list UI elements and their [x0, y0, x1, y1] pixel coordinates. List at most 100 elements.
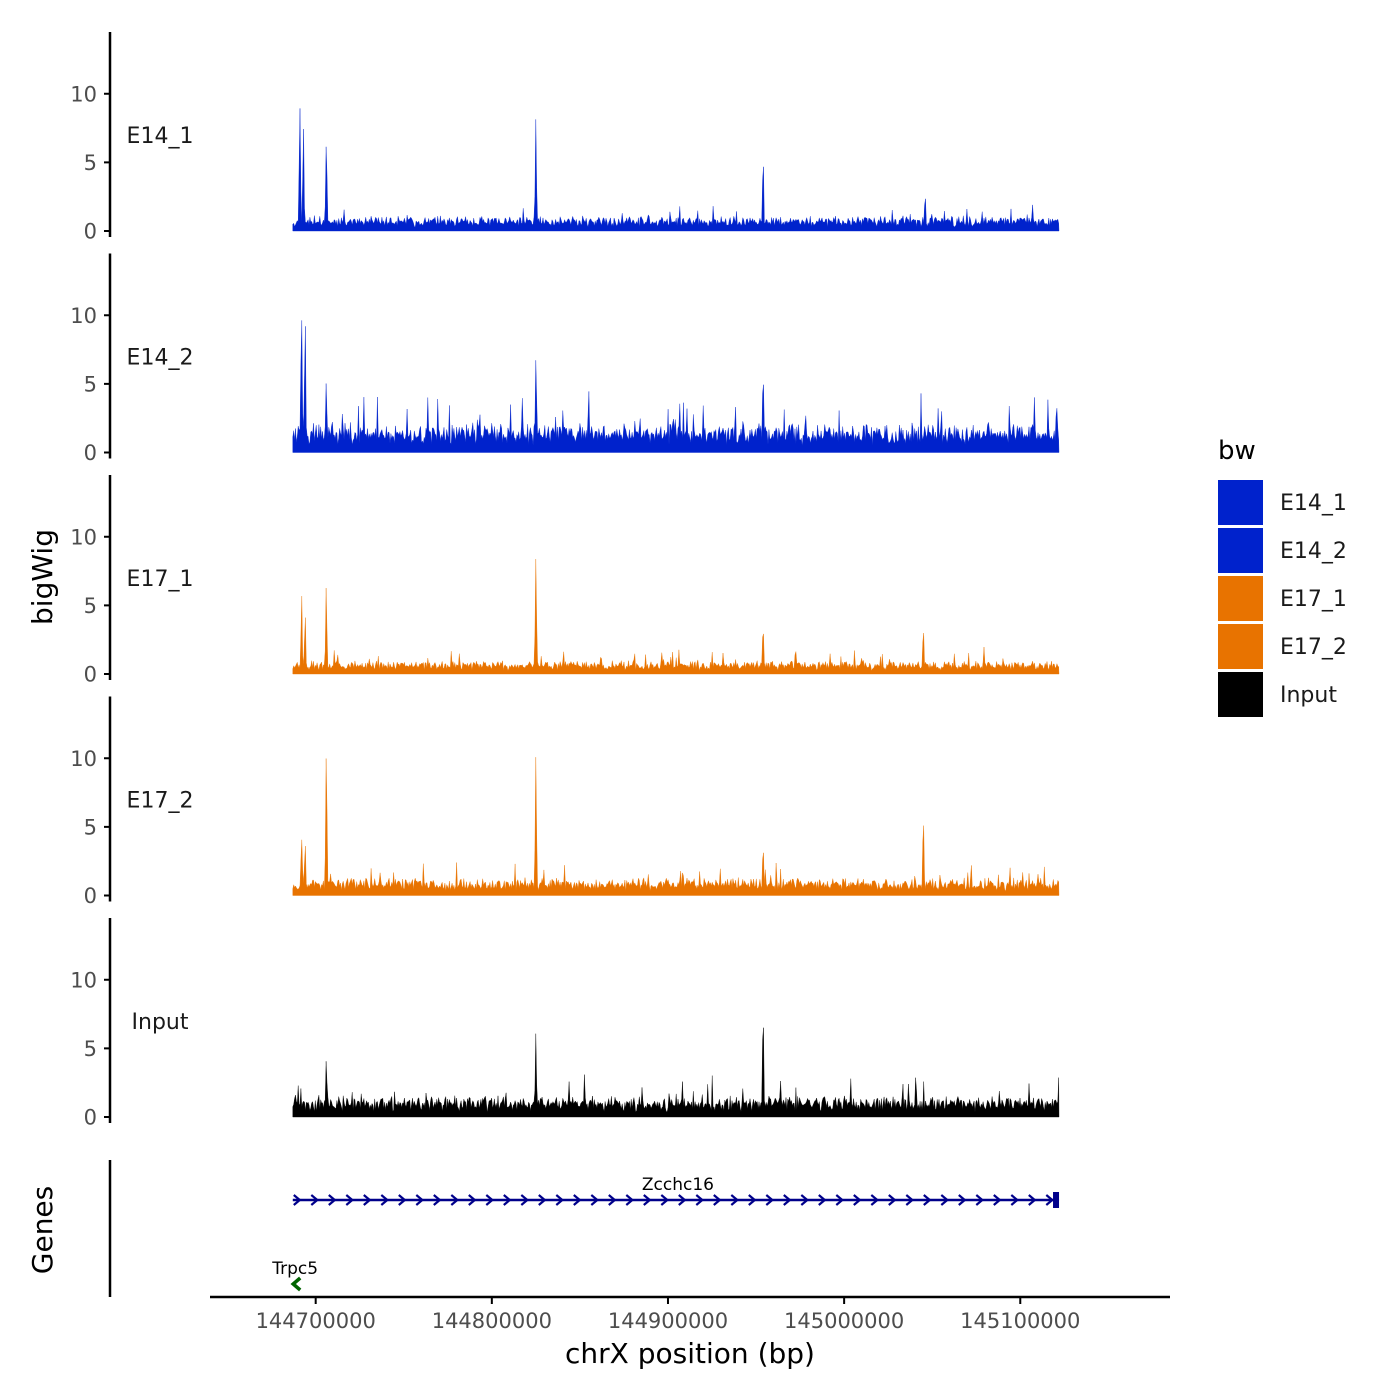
gene-exon — [1053, 1192, 1060, 1208]
x-tick-label: 144700000 — [256, 1309, 376, 1333]
strand-arrow — [905, 1194, 915, 1206]
x-tick-label: 145100000 — [960, 1309, 1080, 1333]
strand-arrow — [975, 1194, 985, 1206]
legend-item-e17_2: E17_2 — [1218, 624, 1347, 669]
legend-label: Input — [1280, 683, 1337, 708]
strand-arrow — [765, 1194, 775, 1206]
track-panel-e17_1: 0 5 10 E17_1 — [70, 475, 1060, 687]
strand-arrow — [433, 1194, 442, 1206]
strand-arrow — [958, 1194, 967, 1206]
y-tick-label: 10 — [70, 82, 97, 106]
strand-arrow — [590, 1194, 600, 1206]
gene-label: Zcchc16 — [642, 1175, 714, 1195]
x-axis-title: chrX position (bp) — [565, 1337, 815, 1370]
x-tick-label: 144900000 — [608, 1309, 728, 1333]
strand-arrow — [818, 1194, 827, 1206]
strand-arrow — [1028, 1194, 1037, 1206]
strand-arrow — [345, 1194, 355, 1206]
legend: bw E14_1 E14_2 E17_1 E17_2 Input — [1218, 436, 1347, 717]
track-panels: 0 5 10 E14_1 0 5 10 E14_2 0 5 10 E17_1 0 5 10 E17_2 0 5 10… — [70, 32, 1060, 1130]
strand-arrow — [625, 1194, 635, 1206]
x-tick-label: 144800000 — [432, 1309, 552, 1333]
strand-arrow — [1045, 1194, 1055, 1206]
strand-arrow — [503, 1194, 512, 1206]
strand-arrow — [293, 1194, 302, 1206]
y-tick-label: 5 — [84, 372, 97, 396]
track-panel-e17_2: 0 5 10 E17_2 — [70, 696, 1060, 908]
strand-arrow — [520, 1194, 530, 1206]
y-tick-label: 10 — [70, 304, 97, 328]
signal-e17_1 — [292, 559, 1060, 675]
strand-arrow — [290, 1276, 302, 1292]
strand-arrow — [415, 1194, 425, 1206]
strand-arrow — [678, 1194, 687, 1206]
track-label: E14_1 — [127, 124, 194, 149]
strand-arrow — [800, 1194, 810, 1206]
strand-arrow — [783, 1194, 792, 1206]
legend-item-e17_1: E17_1 — [1218, 576, 1347, 621]
track-label: Input — [132, 1010, 189, 1035]
strand-arrow — [555, 1194, 565, 1206]
gene-label: Trpc5 — [271, 1259, 318, 1279]
strand-arrow — [380, 1194, 390, 1206]
strand-arrow — [468, 1194, 477, 1206]
y-tick-label: 5 — [84, 594, 97, 618]
strand-arrow — [538, 1194, 547, 1206]
track-panel-input: 0 5 10 Input — [70, 918, 1060, 1130]
signal-e14_2 — [292, 320, 1060, 453]
strand-arrow — [923, 1194, 932, 1206]
strand-arrow — [748, 1194, 757, 1206]
track-label: E17_1 — [127, 567, 194, 592]
y-tick-label: 5 — [84, 1037, 97, 1061]
legend-label: E17_2 — [1280, 635, 1347, 660]
y-tick-label: 0 — [84, 220, 97, 244]
track-label: E14_2 — [127, 345, 194, 370]
strand-arrow — [608, 1194, 617, 1206]
y-tick-label: 0 — [84, 884, 97, 908]
x-tick-label: 145000000 — [784, 1309, 904, 1333]
signal-e14_1 — [292, 108, 1060, 232]
signal-e17_2 — [292, 757, 1060, 896]
y-tick-label: 10 — [70, 747, 97, 771]
strand-arrow — [310, 1194, 320, 1206]
legend-item-input: Input — [1218, 672, 1337, 717]
strand-arrow — [835, 1194, 845, 1206]
legend-swatch — [1218, 528, 1263, 573]
legend-item-e14_1: E14_1 — [1218, 480, 1347, 525]
strand-arrow — [363, 1194, 372, 1206]
gene-trpc5: Trpc5 — [271, 1259, 318, 1292]
y-axis-title: bigWig — [26, 529, 59, 625]
track-label: E17_2 — [127, 788, 194, 813]
strand-arrow — [643, 1194, 652, 1206]
strand-arrow — [940, 1194, 950, 1206]
strand-arrow — [870, 1194, 880, 1206]
strand-arrow — [695, 1194, 705, 1206]
y-tick-label: 10 — [70, 525, 97, 549]
genes-panel: Zcchc16 Trpc5 — [108, 1160, 1060, 1297]
strand-arrow — [853, 1194, 862, 1206]
x-axis: 144700000 144800000 144900000 145000000 1451… — [210, 1295, 1170, 1333]
legend-swatch — [1218, 480, 1263, 525]
track-panel-e14_2: 0 5 10 E14_2 — [70, 253, 1060, 465]
strand-arrow — [573, 1194, 582, 1206]
strand-arrow — [888, 1194, 897, 1206]
strand-arrow — [730, 1194, 740, 1206]
legend-swatch — [1218, 576, 1263, 621]
gene-zcchc16: Zcchc16 — [292, 1175, 1060, 1208]
genes-axis-title: Genes — [26, 1186, 59, 1274]
strand-arrow — [1010, 1194, 1020, 1206]
y-tick-label: 5 — [84, 815, 97, 839]
y-tick-label: 0 — [84, 441, 97, 465]
strand-arrow — [485, 1194, 495, 1206]
legend-label: E17_1 — [1280, 587, 1347, 612]
strand-arrow — [328, 1194, 337, 1206]
y-tick-label: 0 — [84, 663, 97, 687]
legend-label: E14_2 — [1280, 539, 1347, 564]
y-tick-label: 5 — [84, 151, 97, 175]
strand-arrow — [398, 1194, 407, 1206]
track-panel-e14_1: 0 5 10 E14_1 — [70, 32, 1060, 244]
legend-title: bw — [1218, 436, 1256, 466]
legend-label: E14_1 — [1280, 491, 1347, 516]
strand-arrow — [993, 1194, 1002, 1206]
